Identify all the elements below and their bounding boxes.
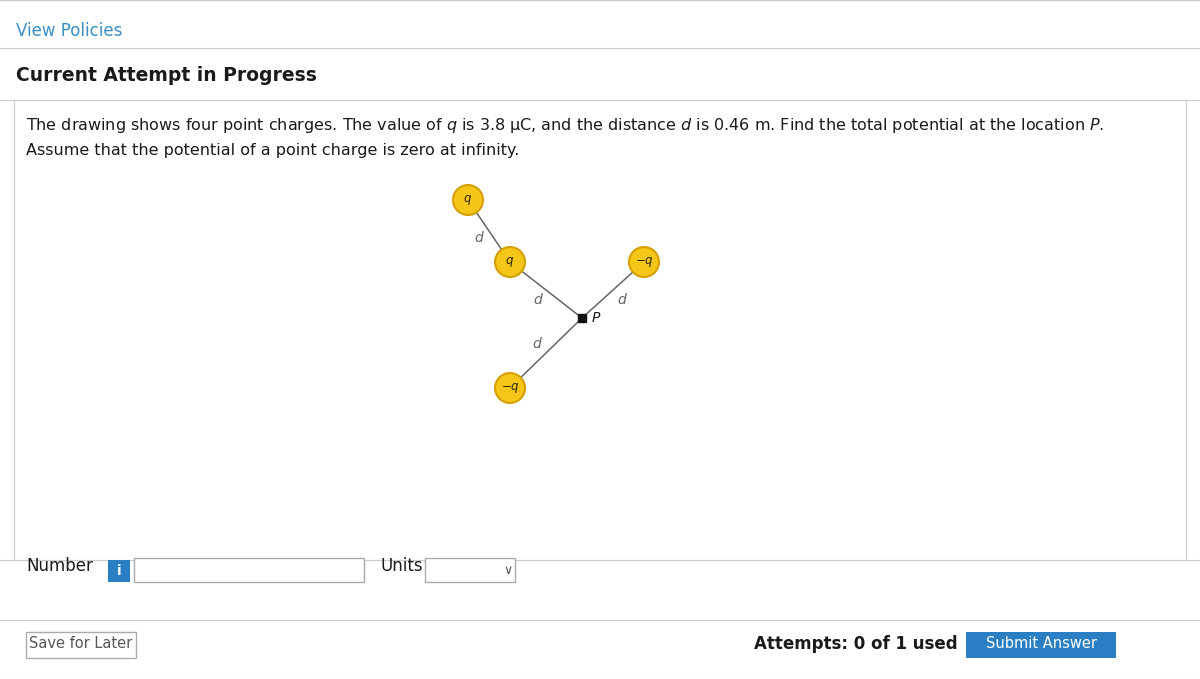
Circle shape [454,185,482,215]
Circle shape [629,247,659,277]
Circle shape [496,247,526,277]
Text: ∨: ∨ [504,564,512,578]
Text: d: d [474,232,482,245]
Text: d: d [617,293,626,307]
Text: d: d [534,293,542,308]
Text: i: i [116,564,121,578]
Text: $-q$: $-q$ [500,381,520,395]
Text: Number: Number [26,557,92,575]
Text: $q$: $q$ [505,255,515,269]
Text: View Policies: View Policies [16,22,122,40]
FancyBboxPatch shape [134,558,364,582]
Text: Save for Later: Save for Later [29,636,133,651]
FancyBboxPatch shape [966,632,1116,658]
Circle shape [496,373,526,403]
FancyBboxPatch shape [26,632,136,658]
Text: Attempts: 0 of 1 used: Attempts: 0 of 1 used [755,635,958,653]
Text: $q$: $q$ [463,193,473,207]
FancyBboxPatch shape [425,558,515,582]
FancyBboxPatch shape [14,100,1186,560]
Text: Assume that the potential of a point charge is zero at infinity.: Assume that the potential of a point cha… [26,143,520,158]
Text: $P$: $P$ [592,311,601,325]
Text: d: d [533,337,541,350]
Text: Units: Units [380,557,422,575]
Text: The drawing shows four point charges. The value of $q$ is 3.8 μC, and the distan: The drawing shows four point charges. Th… [26,116,1104,135]
FancyBboxPatch shape [108,560,130,582]
Text: Current Attempt in Progress: Current Attempt in Progress [16,66,317,85]
Text: Submit Answer: Submit Answer [985,636,1097,651]
Text: $-q$: $-q$ [635,255,654,269]
